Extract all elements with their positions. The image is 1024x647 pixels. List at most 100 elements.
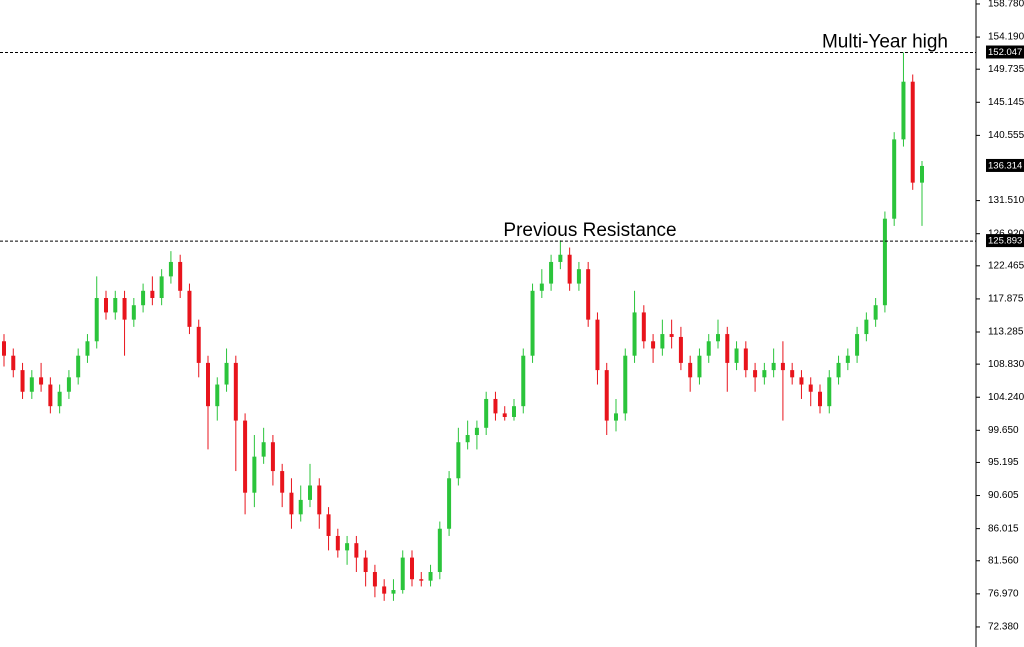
candle-body bbox=[753, 370, 758, 378]
candle-body bbox=[725, 334, 730, 363]
candle-body bbox=[178, 261, 183, 291]
candle-body bbox=[20, 370, 25, 392]
candle-body bbox=[2, 341, 6, 356]
candle-body bbox=[762, 370, 767, 378]
candle-body bbox=[206, 362, 210, 407]
candle-body bbox=[855, 334, 860, 356]
candle-body bbox=[873, 305, 878, 320]
candle-body bbox=[437, 528, 442, 573]
candle-body bbox=[502, 413, 507, 417]
candle-body bbox=[456, 442, 461, 479]
candle-body bbox=[233, 362, 238, 421]
price-box bbox=[986, 234, 1024, 248]
candle-body bbox=[845, 355, 850, 363]
candle-body bbox=[187, 290, 192, 327]
candle-body bbox=[363, 557, 368, 573]
candle-body bbox=[243, 420, 248, 493]
candle-body bbox=[335, 535, 340, 551]
candle-body bbox=[270, 442, 275, 472]
candle-body bbox=[85, 341, 90, 356]
candle-body bbox=[57, 391, 62, 407]
candle-body bbox=[11, 355, 16, 371]
candle-body bbox=[493, 398, 498, 414]
y-tick-label: 76.970 bbox=[988, 588, 1019, 599]
candle-body bbox=[688, 362, 693, 378]
candle-body bbox=[697, 355, 702, 378]
candle-body bbox=[678, 336, 683, 363]
level-annotation: Previous Resistance bbox=[503, 220, 676, 241]
candle-body bbox=[910, 81, 915, 183]
candle-body bbox=[808, 384, 813, 392]
candle-body bbox=[66, 377, 71, 392]
candle-body bbox=[224, 362, 229, 385]
candle-body bbox=[660, 334, 665, 349]
candle-body bbox=[345, 543, 350, 551]
candle-body bbox=[141, 290, 146, 306]
y-tick-label: 122.465 bbox=[988, 260, 1024, 271]
candle-body bbox=[447, 478, 452, 529]
candle-body bbox=[716, 334, 720, 342]
candle-body bbox=[780, 362, 785, 371]
candle-body bbox=[920, 165, 924, 183]
candle-body bbox=[836, 362, 841, 378]
candle-body bbox=[901, 81, 906, 140]
candle-body bbox=[354, 543, 359, 558]
y-tick-label: 154.190 bbox=[988, 32, 1024, 43]
candle-body bbox=[122, 298, 127, 320]
candle-body bbox=[549, 261, 554, 284]
candle-body bbox=[818, 391, 822, 407]
candle-body bbox=[734, 348, 739, 363]
candle-body bbox=[882, 218, 887, 306]
candle-body bbox=[289, 492, 294, 515]
candle-body bbox=[771, 362, 776, 371]
candle-body bbox=[595, 319, 600, 371]
y-tick-label: 95.195 bbox=[988, 457, 1019, 468]
y-tick-label: 104.240 bbox=[988, 392, 1024, 403]
candle-body bbox=[651, 341, 656, 349]
y-tick-label: 126.920 bbox=[988, 228, 1024, 239]
candle-body bbox=[743, 348, 748, 371]
candle-body bbox=[558, 254, 563, 262]
candle-body bbox=[604, 370, 609, 421]
candle-body bbox=[632, 312, 637, 356]
y-tick-label: 113.285 bbox=[988, 327, 1024, 338]
y-tick-label: 158.780 bbox=[988, 0, 1024, 10]
candle-body bbox=[372, 572, 377, 587]
candle-body bbox=[419, 579, 424, 581]
candle-body bbox=[539, 283, 544, 291]
candle-body bbox=[280, 471, 285, 493]
candle-body bbox=[410, 557, 414, 580]
candle-body bbox=[530, 290, 535, 356]
candle-body bbox=[864, 319, 869, 335]
candle-body bbox=[326, 514, 331, 536]
candle-body bbox=[428, 572, 433, 581]
candle-body bbox=[623, 355, 628, 414]
candle-body bbox=[298, 499, 303, 515]
candle-body bbox=[484, 398, 489, 428]
candle-body bbox=[104, 298, 108, 313]
y-tick-label: 108.830 bbox=[988, 359, 1024, 370]
candle-body bbox=[131, 305, 136, 320]
candle-body bbox=[150, 290, 155, 299]
candle-body bbox=[113, 298, 118, 313]
candle-body bbox=[391, 590, 396, 594]
candle-body bbox=[317, 485, 322, 515]
candle-body bbox=[586, 269, 591, 320]
y-tick-label: 145.145 bbox=[988, 97, 1024, 108]
candle-body bbox=[669, 334, 674, 337]
candle-body bbox=[29, 377, 34, 392]
y-tick-label: 72.380 bbox=[988, 622, 1019, 633]
candle-body bbox=[382, 586, 387, 594]
candle-body bbox=[215, 384, 220, 407]
candle-body bbox=[706, 341, 711, 356]
price-label: 136.314 bbox=[988, 160, 1022, 171]
candle-body bbox=[799, 377, 804, 385]
candle-body bbox=[39, 377, 44, 385]
candle-body bbox=[159, 276, 164, 299]
y-tick-label: 131.510 bbox=[988, 195, 1024, 206]
candle-body bbox=[308, 485, 312, 500]
candle-body bbox=[261, 442, 266, 457]
candle-body bbox=[76, 355, 81, 378]
candle-body bbox=[252, 456, 257, 493]
